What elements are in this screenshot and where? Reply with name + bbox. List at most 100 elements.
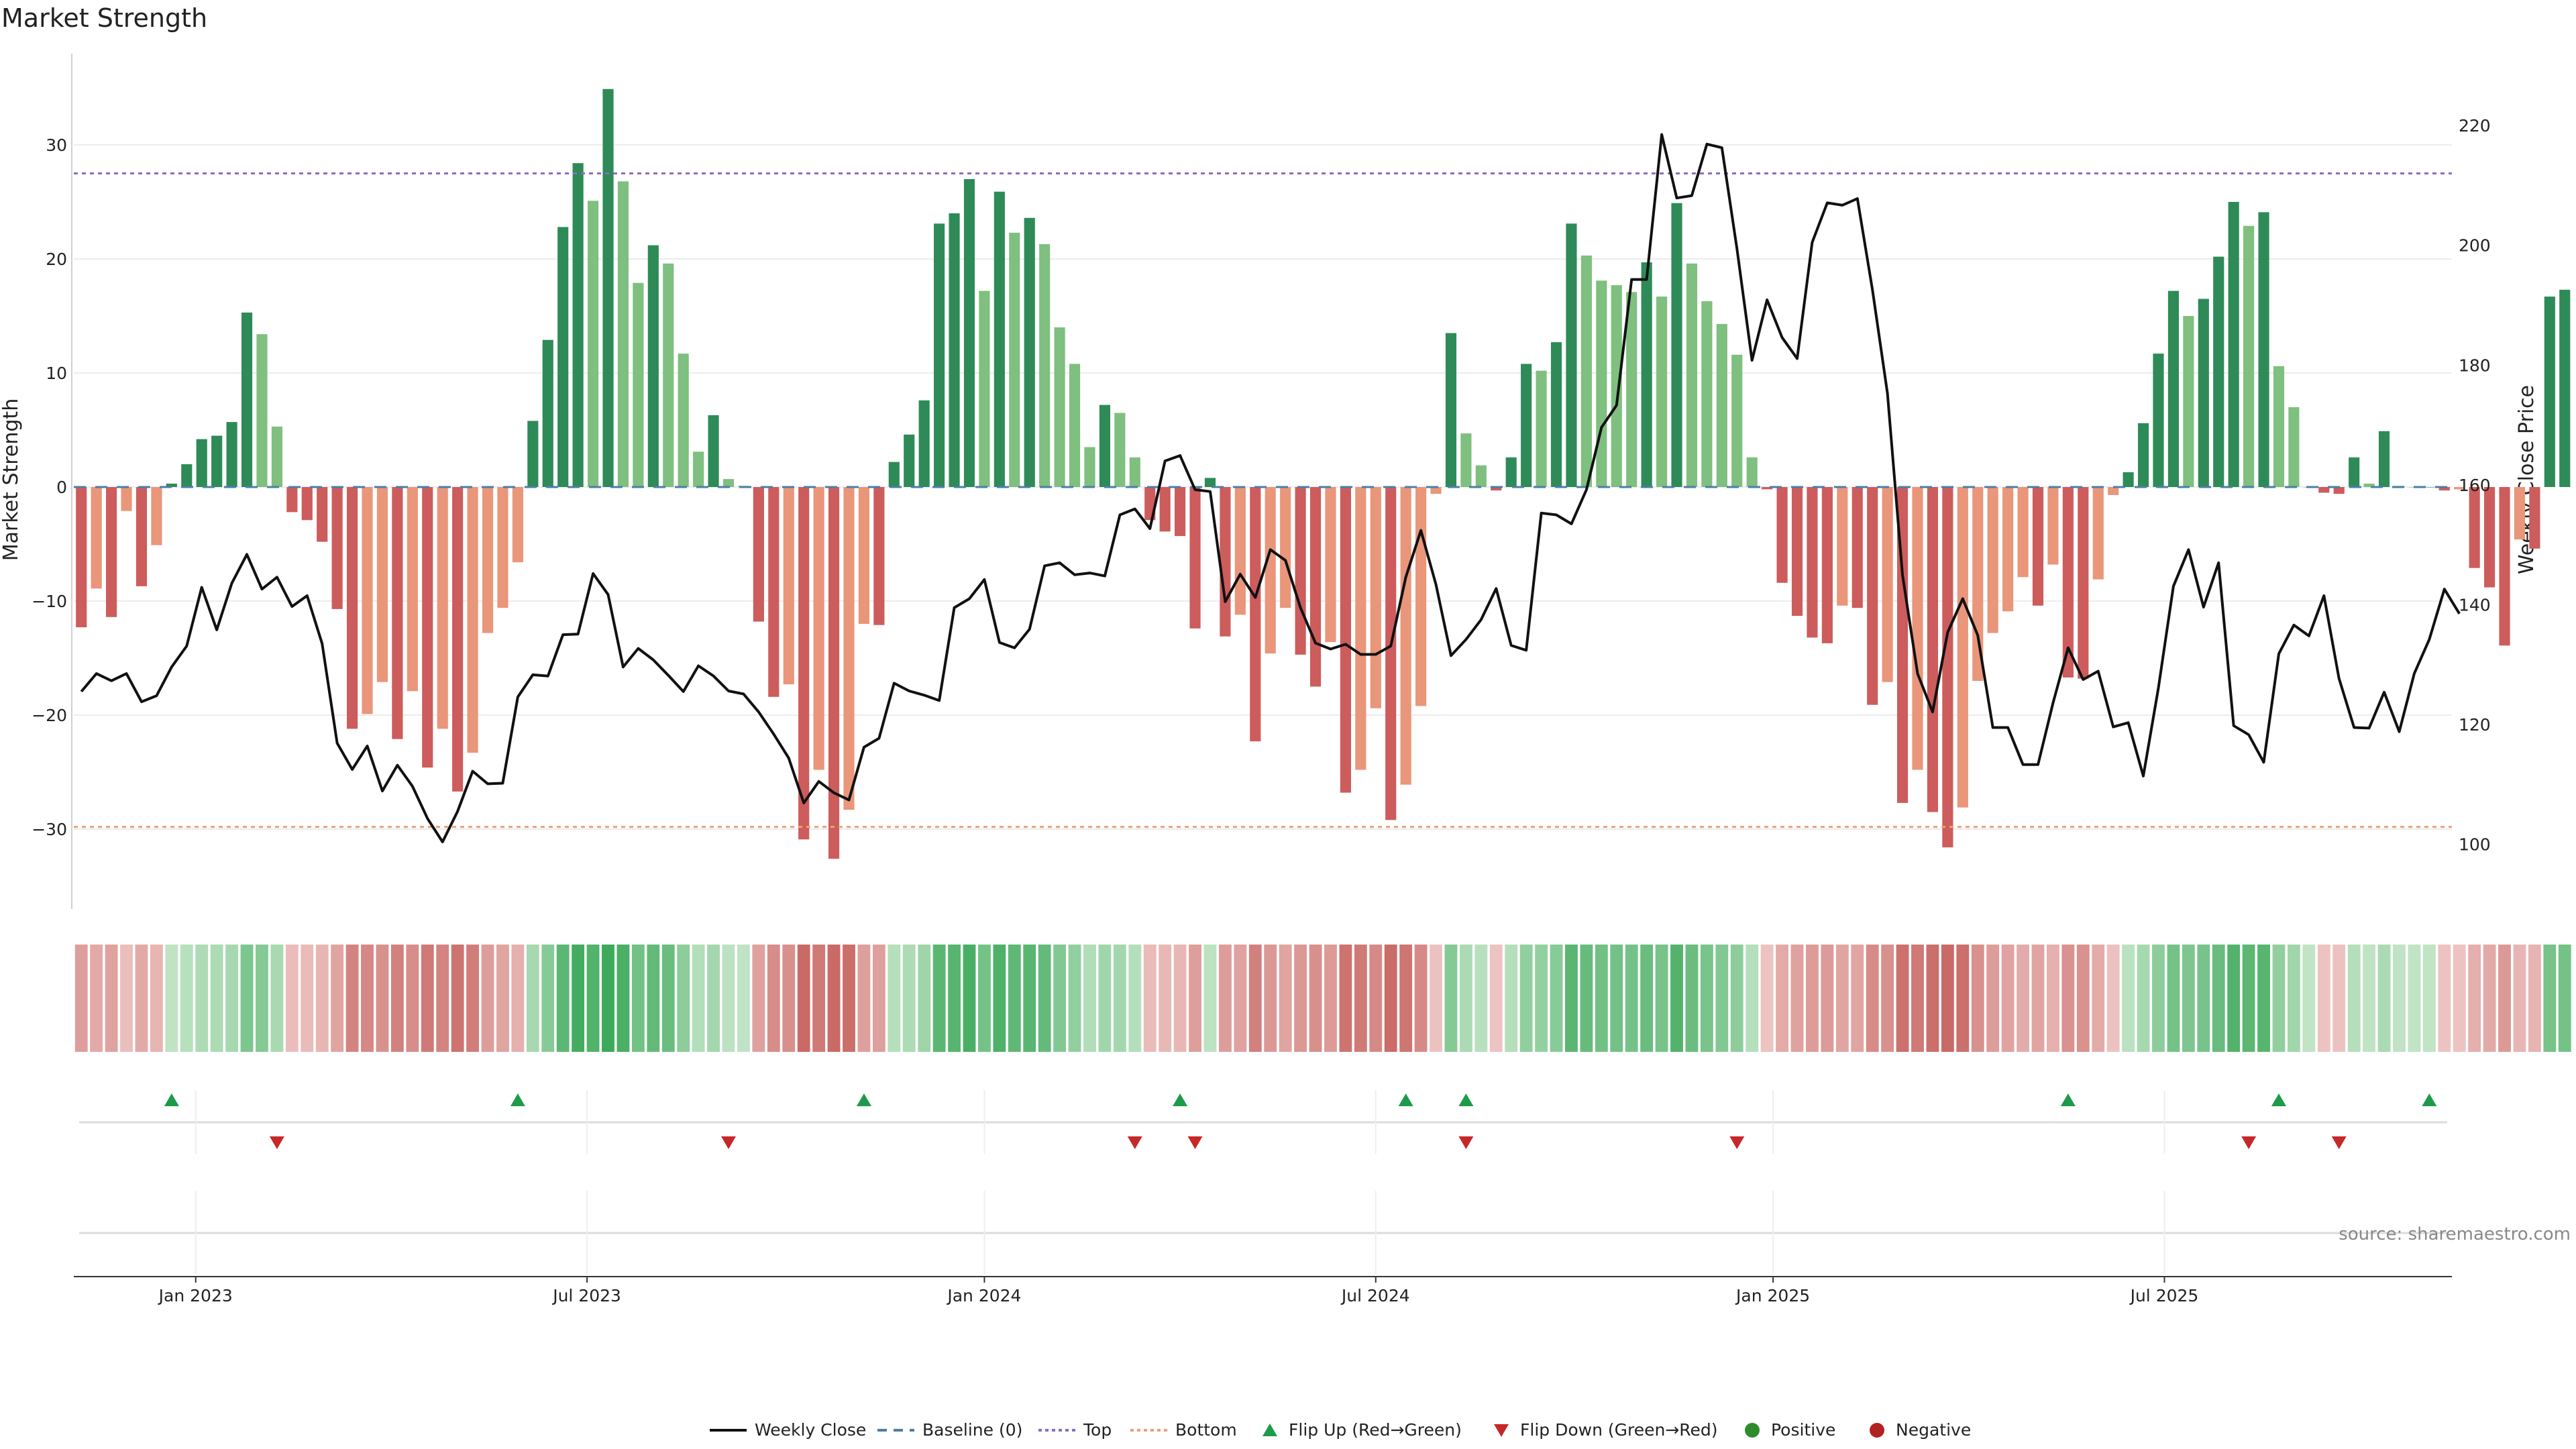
heat-cell [1203, 945, 1217, 1052]
heat-cell [1294, 945, 1307, 1052]
strength-bar [1987, 487, 1998, 633]
strength-bar [2288, 407, 2300, 487]
strength-bar [106, 487, 117, 617]
heat-cell [2363, 945, 2376, 1052]
heat-cell [1128, 945, 1142, 1052]
strength-bar [2514, 487, 2526, 540]
strength-bar [1776, 487, 1788, 583]
strength-bar [904, 434, 915, 487]
strength-bar [708, 415, 719, 487]
x-tick-label: Jan 2024 [946, 1286, 1021, 1305]
strength-bar [512, 487, 523, 563]
heat-cell [436, 945, 449, 1052]
heat-cell [1008, 945, 1021, 1052]
heat-cell [225, 945, 239, 1052]
flip-up-marker [1398, 1093, 1413, 1106]
strength-bar [1656, 297, 1668, 487]
heat-cell [827, 945, 841, 1052]
heat-cell [2438, 945, 2451, 1052]
heat-cell [1580, 945, 1593, 1052]
heat-cell [2377, 945, 2391, 1052]
heat-cell [256, 945, 268, 1052]
heat-cell [857, 945, 871, 1052]
legend-label: Negative [1896, 1420, 1971, 1440]
heat-cell [631, 945, 645, 1052]
heat-cell [2422, 945, 2436, 1052]
strength-bar [1204, 478, 1216, 487]
strength-bar [2438, 487, 2450, 491]
source-note: source: sharemaestro.com [2339, 1224, 2571, 1244]
heat-cell [616, 945, 630, 1052]
strength-bar [2002, 487, 2014, 612]
heat-cell [1189, 945, 1201, 1052]
heat-cell [2092, 945, 2105, 1052]
flip-down-marker [2331, 1136, 2347, 1149]
y-tick-label: 10 [46, 364, 67, 383]
strength-bar [753, 487, 764, 622]
heat-cell [1956, 945, 1970, 1052]
strength-bar [497, 487, 508, 608]
strength-bar [647, 245, 659, 487]
strength-bar [1641, 262, 1652, 487]
reference-lines [74, 172, 2452, 828]
heat-cell [948, 945, 961, 1052]
heat-cell [1083, 945, 1096, 1052]
strength-bar [1054, 327, 1065, 487]
x-axis: Jan 2023 Jul 2023 Jan 2024 Jul 2024 Jan 2025… [74, 1276, 2452, 1305]
heat-cell [2106, 945, 2120, 1052]
strength-bar [1250, 487, 1261, 742]
heat-cell [797, 945, 810, 1052]
strength-bar [1280, 487, 1291, 608]
heat-cell [240, 945, 254, 1052]
strength-bar [2499, 487, 2510, 646]
heat-cell [270, 945, 284, 1052]
heat-cell [1159, 945, 1172, 1052]
strength-bar [1355, 487, 1366, 770]
heat-cell [1640, 945, 1654, 1052]
strength-bar [1445, 333, 1457, 487]
heat-cell [1851, 945, 1864, 1052]
strength-bar [1882, 487, 1893, 682]
heat-cell [1625, 945, 1638, 1052]
heat-cell [2017, 945, 2029, 1052]
heat-cell [556, 945, 570, 1052]
strength-bar [1762, 487, 1773, 490]
heat-cell [496, 945, 509, 1052]
strength-bar [241, 312, 253, 487]
strength-bar [2424, 487, 2435, 488]
heat-cell [586, 945, 600, 1052]
strength-bar [678, 354, 689, 487]
strength-bar [2198, 299, 2209, 487]
heat-cell [1519, 945, 1533, 1052]
strength-bar [2032, 487, 2044, 606]
strength-bar [2529, 487, 2540, 549]
strength-bar [1069, 364, 1081, 487]
strength-bar [527, 421, 539, 487]
y2-axis-ticks: 100 120 140 160 180 200 220 [2459, 116, 2491, 854]
heat-cell [1971, 945, 1984, 1052]
heat-cell [2197, 945, 2210, 1052]
heat-cell [2227, 945, 2241, 1052]
strength-bar [2454, 487, 2465, 490]
x-tick-label: Jul 2025 [2129, 1286, 2199, 1305]
heat-cell [1444, 945, 1458, 1052]
strength-bar [843, 487, 855, 810]
heat-cell [1790, 945, 1804, 1052]
heat-cell [2212, 945, 2225, 1052]
heat-cell [2001, 945, 2015, 1052]
y2-tick-label: 120 [2459, 715, 2491, 735]
heat-cell [2513, 945, 2526, 1052]
strength-bar [211, 435, 223, 487]
heat-cell [2393, 945, 2406, 1052]
strength-bar [2047, 487, 2059, 565]
heat-cell [2167, 945, 2180, 1052]
heat-cell [2408, 945, 2421, 1052]
flip-up-marker [1173, 1093, 1188, 1106]
strength-bar [467, 487, 478, 753]
strength-bar [1340, 487, 1351, 793]
strength-bar [452, 487, 464, 792]
strength-bar [1521, 364, 1532, 487]
chart-title: Market Strength [1, 3, 207, 33]
heat-cell [932, 945, 946, 1052]
strength-bar [1084, 447, 1095, 487]
